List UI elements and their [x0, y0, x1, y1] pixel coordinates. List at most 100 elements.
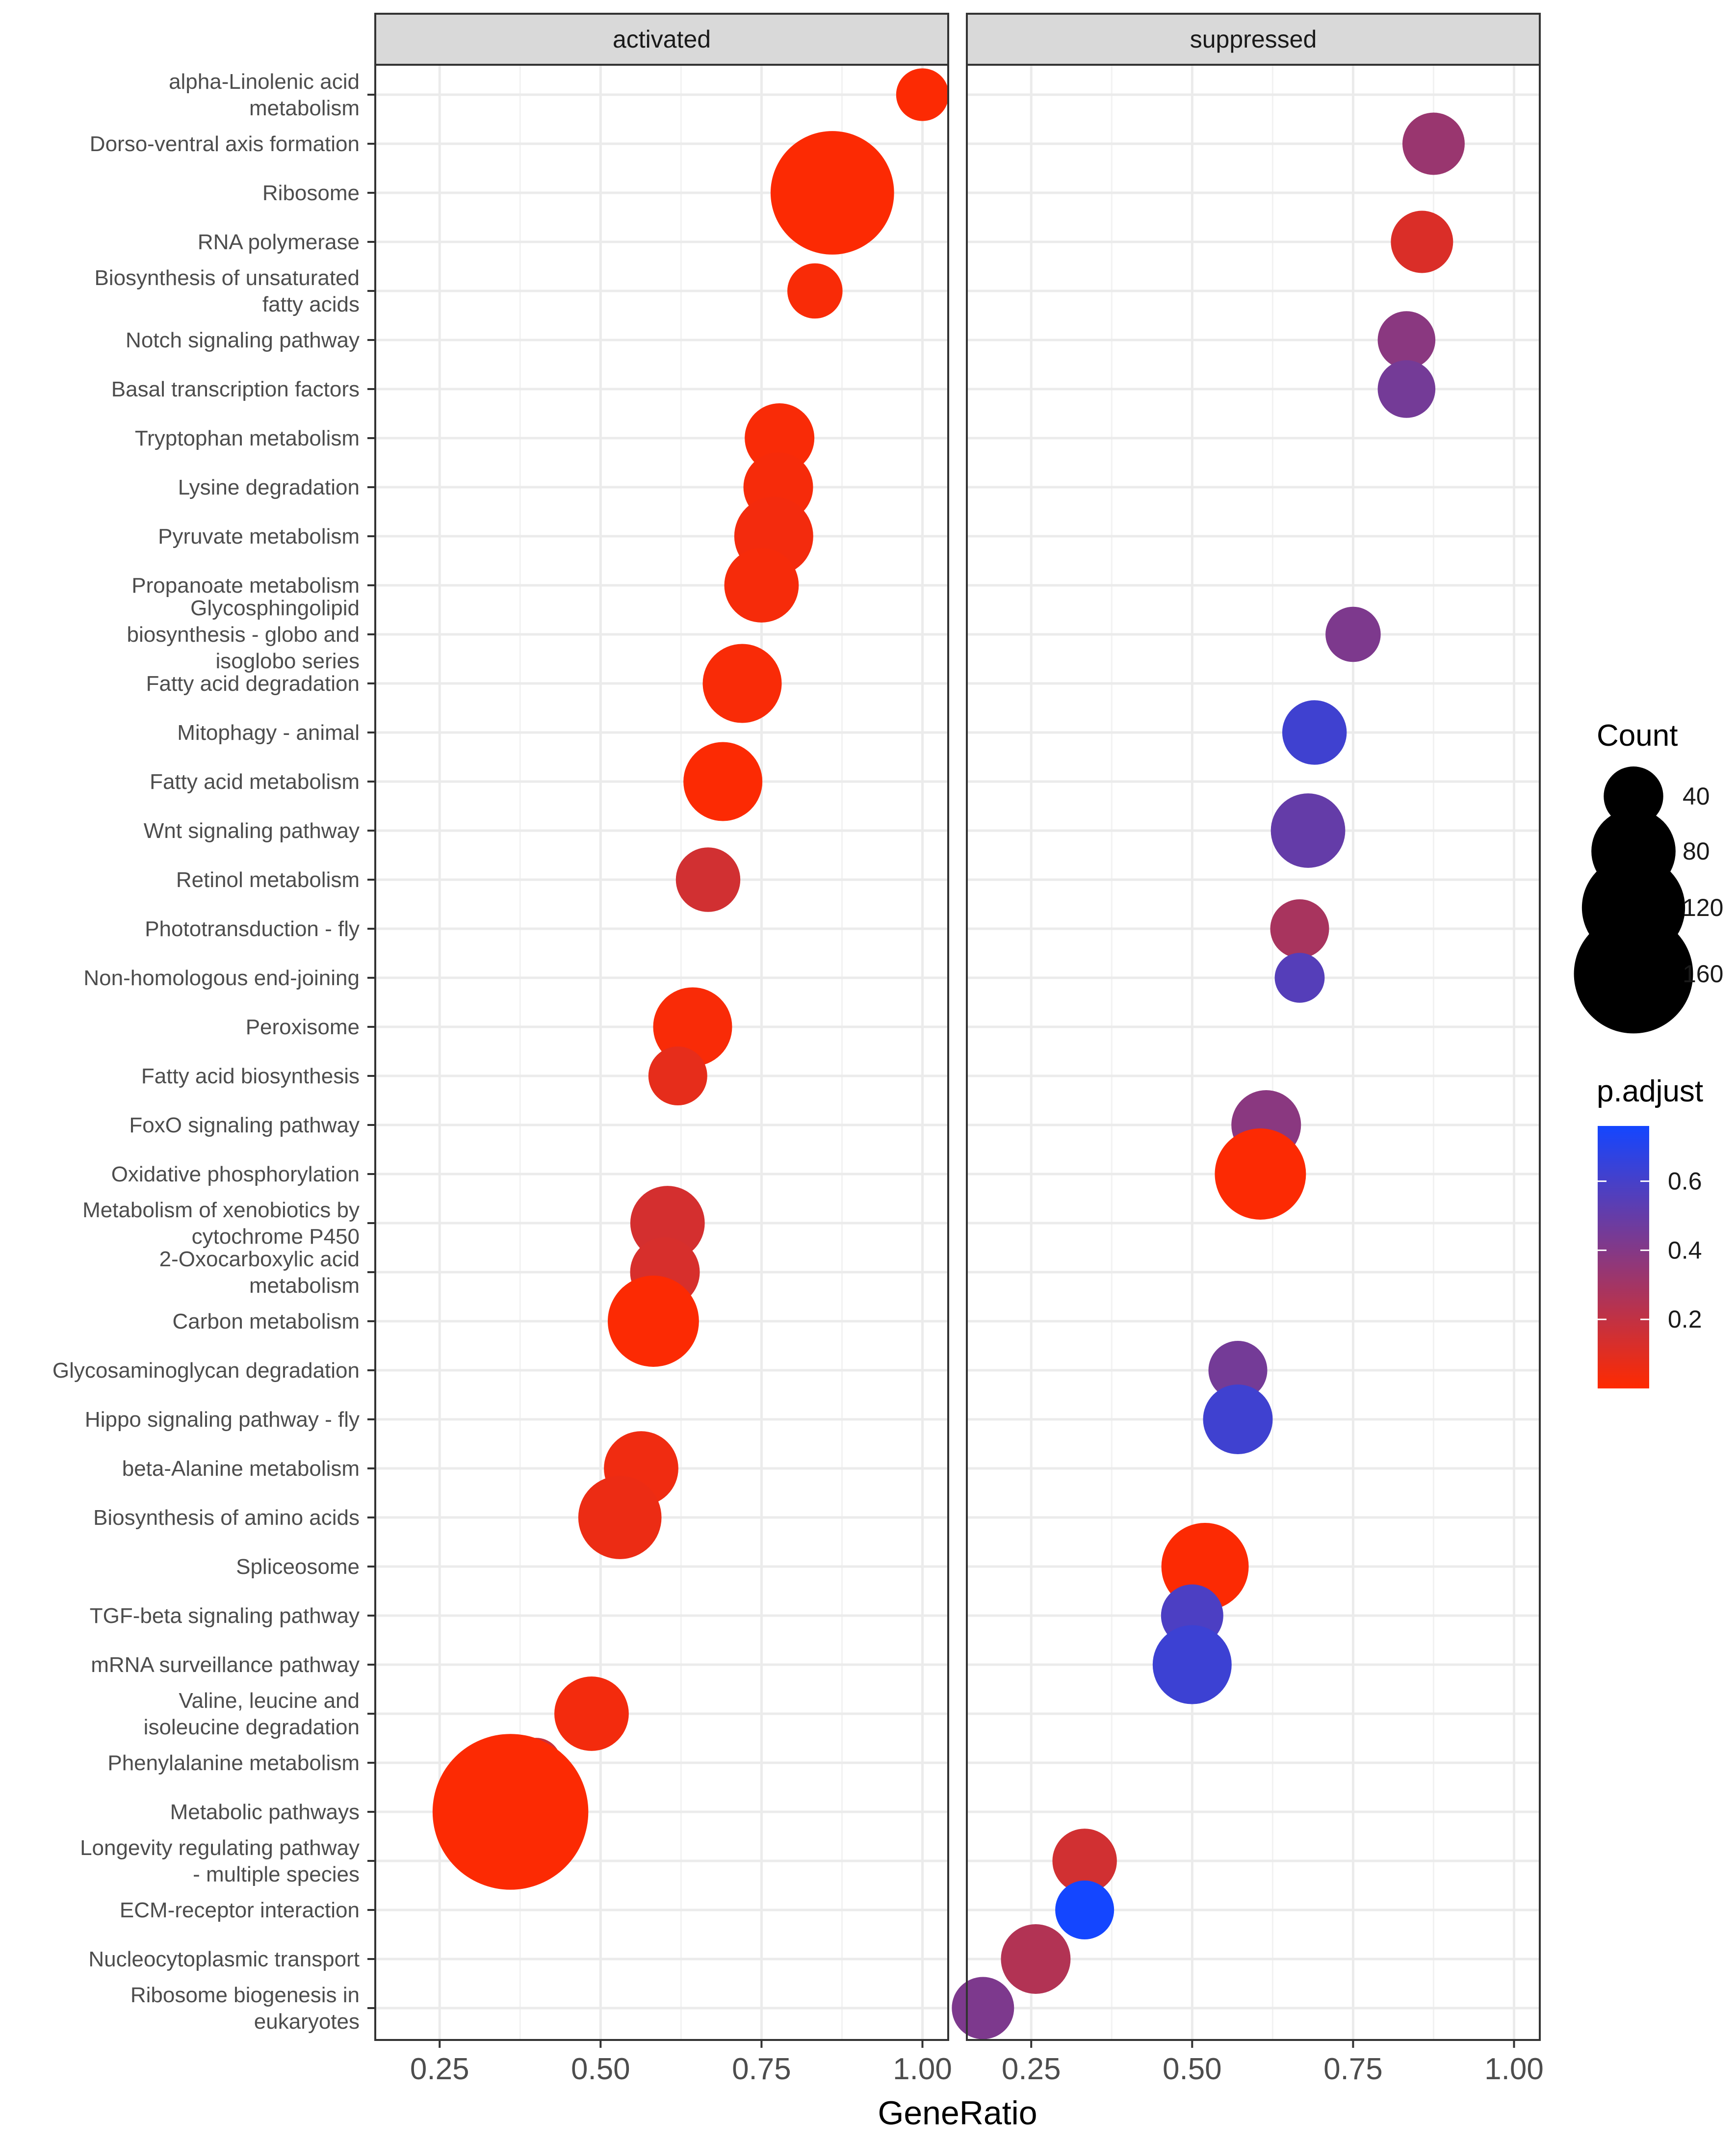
x-axis-title: GeneRatio [878, 2094, 1037, 2132]
y-label-line: Hippo signaling pathway - fly [85, 1408, 360, 1432]
y-label: Tryptophan metabolism [135, 426, 360, 450]
y-label-line: Valine, leucine and [179, 1689, 360, 1713]
y-label: Fatty acid metabolism [150, 770, 360, 794]
x-tick-label: 0.50 [1163, 2052, 1222, 2086]
y-label: Fatty acid biosynthesis [141, 1064, 360, 1088]
y-label-line: Phototransduction - fly [145, 917, 360, 941]
y-label: Phenylalanine metabolism [107, 1751, 360, 1775]
y-label-line: Biosynthesis of unsaturated [94, 266, 360, 290]
y-label: alpha-Linolenic acid metabolism [169, 70, 360, 120]
y-label-line: Basal transcription factors [111, 377, 360, 401]
x-tick-label: 0.50 [571, 2052, 630, 2086]
y-label-line: Metabolism of xenobiotics by [82, 1198, 360, 1222]
y-label-line: Peroxisome [246, 1015, 360, 1039]
y-label-line: RNA polymerase [198, 230, 360, 254]
x-tick-label: 0.25 [1002, 2052, 1061, 2086]
y-label: RNA polymerase [198, 230, 360, 254]
y-label-line: Metabolic pathways [170, 1800, 360, 1824]
y-label: 2-Oxocarboxylic acid metabolism [159, 1247, 360, 1298]
x-tick-label: 0.75 [732, 2052, 791, 2086]
panel-border [966, 64, 1541, 2041]
y-label-line: Fatty acid metabolism [150, 770, 360, 794]
point-activated-14 [683, 742, 763, 821]
point-suppressed-27 [1203, 1385, 1273, 1454]
plot-background [967, 65, 1540, 2040]
y-label-line: Retinol metabolism [176, 868, 360, 892]
point-activated-0 [896, 68, 949, 121]
y-label: ECM-receptor interaction [120, 1898, 360, 1922]
point-activated-20 [648, 1046, 707, 1105]
y-label-line: cytochrome P450 [192, 1225, 360, 1249]
size-legend-title: Count [1597, 719, 1678, 753]
point-suppressed-18 [1274, 953, 1325, 1003]
y-label-line: Lysine degradation [178, 475, 360, 499]
point-activated-16 [675, 847, 741, 912]
y-label-line: metabolism [249, 96, 360, 120]
y-label-line: Ribosome biogenesis in [130, 1983, 360, 2007]
x-tick-label: 1.00 [1484, 2052, 1544, 2086]
point-activated-33 [554, 1676, 629, 1751]
y-label-line: 2-Oxocarboxylic acid [159, 1247, 360, 1271]
point-suppressed-6 [1377, 360, 1436, 418]
panel-border [374, 64, 949, 2041]
size-legend-key [1574, 914, 1693, 1034]
y-label-line: Nucleocytoplasmic transport [88, 1947, 360, 1971]
point-suppressed-22 [1215, 1128, 1306, 1220]
point-suppressed-11 [1325, 606, 1381, 662]
y-label-line: FoxO signaling pathway [129, 1113, 360, 1137]
y-label: Dorso-ventral axis formation [90, 132, 360, 156]
size-legend-label: 80 [1683, 837, 1710, 865]
y-label: Metabolic pathways [170, 1800, 360, 1824]
y-label-line: Fatty acid degradation [146, 672, 360, 696]
color-legend-label: 0.6 [1668, 1168, 1702, 1195]
x-tick-label: 0.75 [1323, 2052, 1383, 2086]
point-activated-19 [653, 987, 732, 1067]
point-activated-2 [770, 131, 894, 255]
legend: Count 40 80 120 160 p.adjust 0.2 0.4 0.6 [1574, 719, 1723, 1388]
x-axis-ticks: 0.25 0.50 0.75 1.00 0.25 0.50 0.75 1.00 [410, 2040, 1544, 2086]
y-label: Phototransduction - fly [145, 917, 360, 941]
color-legend-title: p.adjust [1597, 1074, 1703, 1108]
color-legend-bar [1598, 1126, 1649, 1388]
point-suppressed-5 [1377, 311, 1436, 369]
x-tick-label: 0.25 [410, 2052, 469, 2086]
y-label-line: Phenylalanine metabolism [107, 1751, 360, 1775]
y-label-line: - multiple species [193, 1862, 360, 1886]
y-label: Oxidative phosphorylation [111, 1162, 360, 1186]
y-label: Non-homologous end-joining [83, 966, 360, 990]
y-label-line: Carbon metabolism [173, 1309, 360, 1333]
y-label-line: isoglobo series [216, 649, 360, 673]
y-label-line: eukaryotes [254, 2010, 360, 2034]
y-label-line: Tryptophan metabolism [135, 426, 360, 450]
y-label-line: Longevity regulating pathway [80, 1836, 360, 1860]
point-suppressed-17 [1270, 899, 1329, 958]
y-label: Nucleocytoplasmic transport [88, 1947, 360, 1971]
y-label: Biosynthesis of amino acids [93, 1506, 360, 1530]
y-label: mRNA surveillance pathway [91, 1653, 360, 1677]
point-suppressed-32 [1152, 1625, 1232, 1704]
y-label: Pyruvate metabolism [158, 524, 360, 549]
panel-suppressed: suppressed [952, 13, 1541, 2041]
point-activated-7 [745, 403, 815, 473]
panel-activated: activated [374, 13, 949, 2041]
y-label-line: fatty acids [262, 292, 360, 316]
y-label: Metabolism of xenobiotics by cytochrome P… [82, 1198, 360, 1249]
y-label: Valine, leucine and isoleucine degradatio… [144, 1689, 360, 1739]
y-label-line: Propanoate metabolism [131, 574, 360, 598]
y-label: Retinol metabolism [176, 868, 360, 892]
strip-title-suppressed: suppressed [1190, 26, 1317, 53]
x-tick-label: 1.00 [893, 2052, 952, 2086]
y-label: Longevity regulating pathway - multiple s… [80, 1836, 360, 1886]
y-label: Propanoate metabolism [131, 574, 360, 598]
y-label: Mitophagy - animal [177, 721, 360, 745]
y-label: Spliceosome [236, 1555, 360, 1579]
y-label: Lysine degradation [178, 475, 360, 499]
color-legend-label: 0.4 [1668, 1236, 1702, 1264]
y-label-line: Mitophagy - animal [177, 721, 360, 745]
y-label: Notch signaling pathway [126, 328, 360, 352]
size-legend-key [1604, 766, 1663, 826]
point-activated-10 [724, 548, 799, 623]
point-suppressed-15 [1270, 793, 1346, 868]
y-label-line: metabolism [249, 1274, 360, 1298]
